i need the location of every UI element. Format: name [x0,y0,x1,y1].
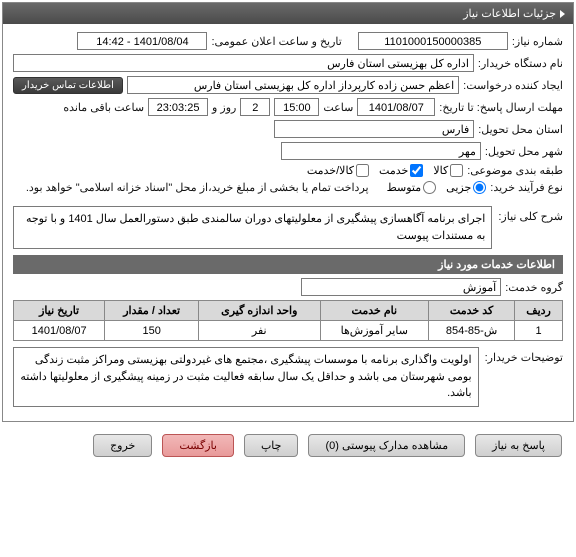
bottom-buttons: پاسخ به نیاز مشاهده مدارک پیوستی (0) چاپ… [0,424,576,467]
req-no-field: 1101000150000385 [358,32,508,50]
buyer-field: اداره کل بهزیستی استان فارس [13,54,474,72]
process-note: پرداخت تمام یا بخشی از مبلغ خرید،از محل … [26,181,369,194]
cell-2: سایر آموزش‌ها [320,321,429,341]
public-date-field: 1401/08/04 - 14:42 [77,32,207,50]
services-table: ردیف کد خدمت نام خدمت واحد اندازه گیری ت… [13,300,563,341]
public-date-label: تاریخ و ساعت اعلان عمومی: [211,35,341,48]
cell-0: 1 [515,321,563,341]
col-0: ردیف [515,301,563,321]
panel-title: جزئیات اطلاعات نیاز [463,7,556,20]
cell-4: 150 [105,321,199,341]
req-no-label: شماره نیاز: [512,35,563,48]
cell-5: 1401/08/07 [14,321,105,341]
subject-type-label: طبقه بندی موضوعی: [467,164,563,177]
deadline-time-field: 15:00 [274,98,319,116]
chevron-icon [560,10,565,18]
cell-1: ش-85-854 [429,321,515,341]
time-label-1: ساعت [323,101,353,114]
desc-box: اجرای برنامه آگاهسازی پیشگیری از معلولیت… [13,206,492,249]
print-button[interactable]: چاپ [244,434,299,457]
cell-3: نفر [199,321,320,341]
panel-header: جزئیات اطلاعات نیاز [3,3,573,24]
back-button[interactable]: بازگشت [162,434,234,457]
col-2: نام خدمت [320,301,429,321]
days-field: 2 [240,98,270,116]
remain-time-field: 23:03:25 [148,98,208,116]
col-5: تاریخ نیاز [14,301,105,321]
buyer-note-label: توضیحات خریدار: [485,347,563,407]
deadline-date-field: 1401/08/07 [357,98,435,116]
subject-service-label: خدمت [379,164,408,177]
respond-button[interactable]: پاسخ به نیاز [475,434,562,457]
creator-label: ایجاد کننده درخواست: [463,79,563,92]
col-4: تعداد / مقدار [105,301,199,321]
subject-kala-check[interactable]: کالا [433,164,463,177]
attachments-button[interactable]: مشاهده مدارک پیوستی (0) [308,434,465,457]
services-header: اطلاعات خدمات مورد نیاز [13,255,563,274]
col-1: کد خدمت [429,301,515,321]
panel-body: شماره نیاز: 1101000150000385 تاریخ و ساع… [3,24,573,421]
subject-service-check[interactable]: خدمت [379,164,423,177]
buyer-note-box: اولویت واگذاری برنامه با موسسات پیشگیری … [13,347,479,407]
process-label: نوع فرآیند خرید: [490,181,563,194]
subject-both-check[interactable]: کالا/خدمت [307,164,369,177]
desc-label: شرح کلی نیاز: [498,206,563,249]
details-panel: جزئیات اطلاعات نیاز شماره نیاز: 11010001… [2,2,574,422]
subject-kala-label: کالا [433,164,448,177]
process-small-radio[interactable] [473,181,486,194]
process-medium-radio-wrap[interactable]: متوسط [387,181,437,194]
subject-kala-checkbox[interactable] [450,164,463,177]
subject-both-label: کالا/خدمت [307,164,354,177]
table-row: 1 ش-85-854 سایر آموزش‌ها نفر 150 1401/08… [14,321,563,341]
table-header-row: ردیف کد خدمت نام خدمت واحد اندازه گیری ت… [14,301,563,321]
city-label: شهر محل تحویل: [485,145,563,158]
group-field: آموزش [301,278,501,296]
process-small-label: جزیی [446,181,471,194]
buyer-label: نام دستگاه خریدار: [478,57,563,70]
day-label: روز و [212,101,236,114]
exit-button[interactable]: خروج [93,434,152,457]
process-medium-radio[interactable] [423,181,436,194]
process-medium-label: متوسط [387,181,422,194]
subject-service-checkbox[interactable] [410,164,423,177]
province-label: استان محل تحویل: [478,123,563,136]
remain-label: ساعت باقی مانده [63,101,144,114]
subject-both-checkbox[interactable] [356,164,369,177]
province-field: فارس [274,120,474,138]
city-field: مهر [281,142,481,160]
creator-field: اعظم حسن زاده کارپرداز اداره کل بهزیستی … [127,76,459,94]
col-3: واحد اندازه گیری [199,301,320,321]
deadline-label: مهلت ارسال پاسخ: تا تاریخ: [439,101,563,114]
process-small-radio-wrap[interactable]: جزیی [446,181,486,194]
contact-buyer-button[interactable]: اطلاعات تماس خریدار [13,77,123,94]
group-label: گروه خدمت: [505,281,563,294]
